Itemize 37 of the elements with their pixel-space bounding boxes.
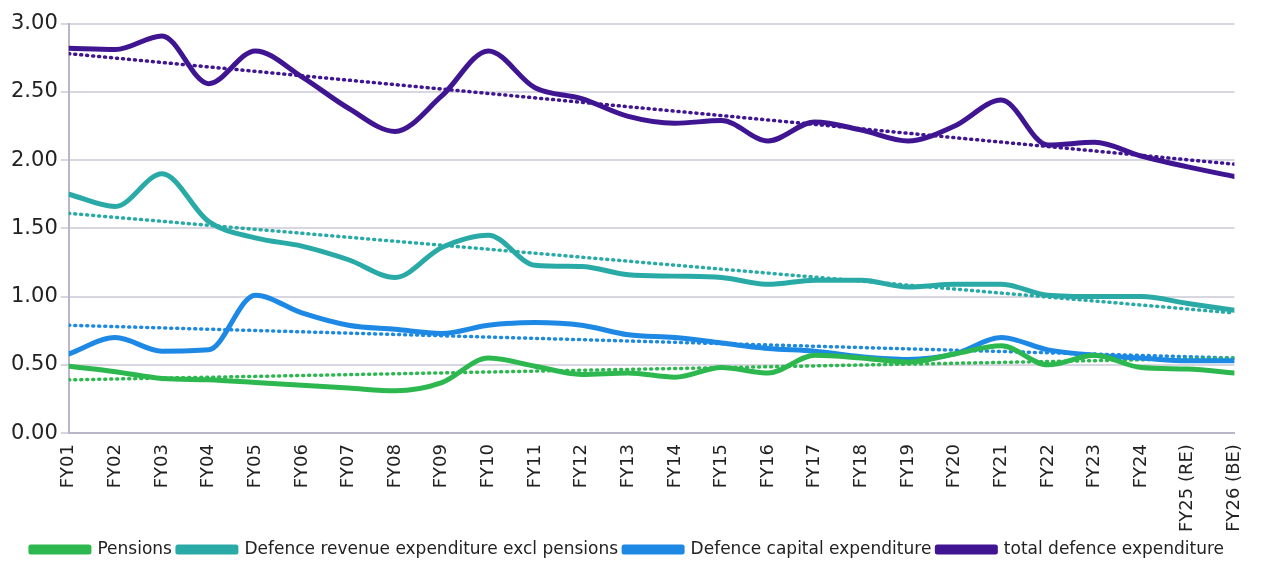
x-tick-label: FY26 (BE) [1222,444,1244,532]
x-tick-label: FY01 [56,444,78,489]
y-tick-label: 1.50 [10,214,58,239]
legend-label: Defence revenue expenditure excl pensions [244,537,619,558]
y-tick-label: 3.00 [10,10,58,35]
x-tick-label: FY06 [289,444,311,489]
x-tick-label: FY16 [755,444,777,489]
x-tick-label: FY02 [103,444,125,489]
x-tick-label: FY10 [476,444,498,489]
y-tick-label: 2.00 [10,146,58,171]
x-tick-label: FY05 [242,444,264,489]
x-tick-label: FY03 [149,444,171,489]
x-tick-label: FY13 [615,444,637,489]
x-tick-label: FY20 [942,444,964,489]
x-tick-label: FY23 [1082,444,1104,489]
legend-label: total defence expenditure [1003,537,1225,558]
y-tick-label: 0.00 [10,419,58,444]
y-tick-label: 2.50 [10,78,58,103]
x-tick-label: FY11 [522,444,544,489]
y-tick-label: 0.50 [10,351,58,376]
legend-label: Pensions [97,537,173,558]
x-tick-label: FY25 (RE) [1175,444,1197,533]
x-tick-label: FY08 [382,444,404,489]
x-tick-label: FY09 [429,444,451,489]
x-tick-label: FY22 [1035,444,1057,489]
x-tick-label: FY21 [988,444,1010,489]
y-tick-label: 1.00 [10,283,58,308]
x-tick-label: FY24 [1128,444,1150,489]
x-tick-label: FY19 [895,444,917,489]
x-tick-label: FY07 [336,444,358,489]
legend-label: Defence capital expenditure [690,537,932,558]
x-tick-label: FY18 [849,444,871,489]
x-tick-label: FY12 [569,444,591,489]
x-tick-label: FY15 [709,444,731,489]
x-tick-label: FY04 [196,444,218,489]
x-tick-label: FY17 [802,444,824,489]
x-tick-label: FY14 [662,444,684,489]
